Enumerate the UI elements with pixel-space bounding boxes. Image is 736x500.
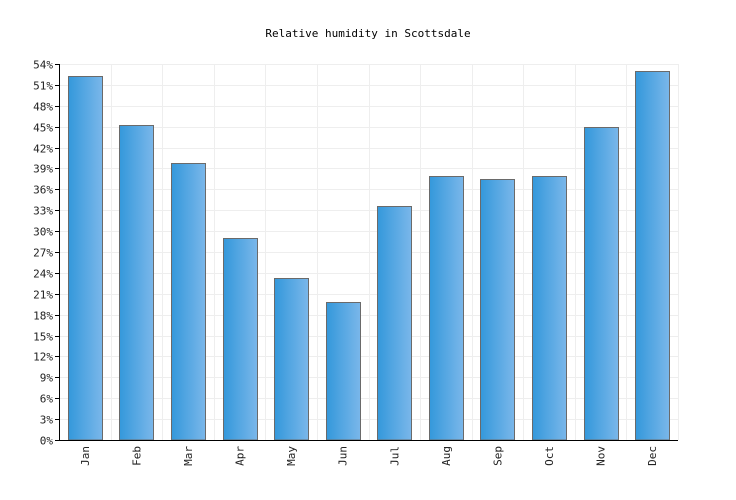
bar-jan xyxy=(68,76,103,441)
bar-dec xyxy=(635,71,670,441)
y-tick-label: 42% xyxy=(33,143,53,156)
bar-jun xyxy=(326,302,361,441)
chart-title: Relative humidity in Scottsdale xyxy=(265,27,470,40)
x-axis-labels: Jan Feb Mar Apr May Jun Jul Aug Sep Oct Nov Dec xyxy=(79,446,659,466)
bar-feb xyxy=(119,125,154,441)
y-tick-label: 24% xyxy=(33,268,53,281)
x-tick-label: Mar xyxy=(182,446,195,466)
bar-may xyxy=(274,278,309,441)
bar-oct xyxy=(532,176,567,441)
grid xyxy=(59,64,679,440)
bar-nov xyxy=(584,127,619,441)
x-tick-label: Jan xyxy=(79,446,92,466)
y-axis-ticks: 0% 3% 6% 9% 12% 15% 18% 21% 24% 27% 30% 33% 36% 39% 42… xyxy=(33,59,59,448)
bar-mar xyxy=(171,163,206,441)
x-tick-label: Apr xyxy=(234,446,247,466)
y-tick-label: 15% xyxy=(33,331,53,344)
bar-sep xyxy=(480,179,515,441)
bar-apr xyxy=(223,238,258,441)
x-tick-label: Feb xyxy=(130,446,143,466)
x-tick-label: Aug xyxy=(440,446,453,466)
y-tick-label: 39% xyxy=(33,163,53,176)
y-tick-label: 30% xyxy=(33,226,53,239)
x-tick-label: Jul xyxy=(388,446,401,466)
y-tick-label: 3% xyxy=(40,414,54,427)
y-tick-label: 33% xyxy=(33,205,53,218)
y-tick-label: 18% xyxy=(33,310,53,323)
x-tick-label: May xyxy=(285,446,298,466)
x-tick-label: Nov xyxy=(595,446,608,466)
bars xyxy=(68,71,670,441)
x-tick-label: Oct xyxy=(543,446,556,466)
y-tick-label: 36% xyxy=(33,184,53,197)
x-tick-label: Sep xyxy=(491,446,504,466)
y-tick-label: 9% xyxy=(40,372,54,385)
y-tick-label: 12% xyxy=(33,351,53,364)
y-tick-label: 21% xyxy=(33,289,53,302)
y-tick-label: 54% xyxy=(33,59,53,72)
y-tick-label: 48% xyxy=(33,101,53,114)
bar-jul xyxy=(377,206,412,441)
y-tick-label: 0% xyxy=(40,435,54,448)
y-tick-label: 51% xyxy=(33,80,53,93)
y-tick-label: 45% xyxy=(33,122,53,135)
y-tick-label: 6% xyxy=(40,393,54,406)
x-tick-label: Jun xyxy=(337,446,350,466)
y-tick-label: 27% xyxy=(33,247,53,260)
axes xyxy=(59,64,678,441)
x-tick-label: Dec xyxy=(646,446,659,466)
bar-aug xyxy=(429,176,464,441)
